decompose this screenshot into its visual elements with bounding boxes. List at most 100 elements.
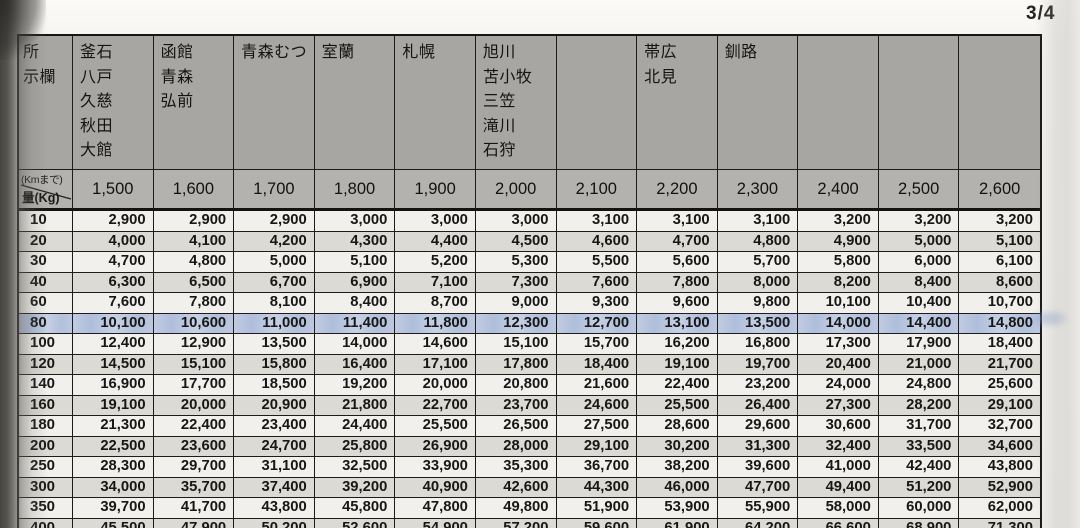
distance-header-cell: 1,800 (314, 170, 396, 211)
fare-cell: 41,000 (798, 457, 879, 478)
fare-cell: 21,300 (73, 416, 154, 437)
fare-cell: 8,200 (798, 272, 879, 293)
fare-cell: 5,500 (556, 252, 638, 273)
fare-cell: 25,600 (959, 375, 1040, 396)
fare-cell: 34,000 (73, 477, 154, 498)
fare-cell: 10,700 (959, 293, 1040, 314)
fare-cell: 32,500 (314, 457, 396, 478)
city-header-cell: 室蘭 (314, 36, 396, 170)
fare-cell: 8,400 (314, 293, 396, 314)
fare-cell: 29,100 (959, 395, 1040, 416)
fare-cell: 22,400 (153, 416, 235, 437)
fare-cell: 9,300 (556, 293, 638, 314)
fare-cell: 26,400 (717, 395, 799, 416)
distance-header-cell: 2,400 (798, 170, 879, 211)
fare-cell: 4,300 (314, 231, 396, 252)
distance-header-cell: 2,500 (878, 170, 960, 211)
fare-cell: 25,500 (395, 416, 476, 437)
fare-cell: 39,200 (314, 477, 396, 498)
fare-cell: 21,600 (556, 375, 638, 396)
fare-cell: 41,700 (153, 498, 235, 519)
fare-cell: 4,800 (153, 252, 235, 273)
page-number: 3/4 (1026, 3, 1056, 24)
fare-cell: 35,300 (475, 457, 557, 478)
weight-cell: 300 (19, 477, 73, 498)
weight-cell: 180 (19, 416, 73, 437)
distance-header-cell: 2,000 (475, 170, 557, 211)
fare-cell: 22,400 (637, 375, 718, 396)
distance-header-cell: 1,600 (153, 170, 235, 211)
fare-cell: 45,500 (73, 518, 154, 528)
fare-cell: 25,800 (314, 436, 396, 457)
fare-cell: 5,800 (798, 252, 879, 273)
city-header-cell: 釧路 (717, 36, 799, 170)
fare-cell: 5,100 (959, 231, 1040, 252)
fare-cell: 12,400 (73, 334, 154, 355)
fare-cell: 23,200 (717, 375, 799, 396)
distance-header-cell: 1,900 (395, 170, 476, 211)
fare-cell: 46,000 (637, 477, 718, 498)
fare-cell: 24,800 (878, 375, 960, 396)
fare-cell: 14,400 (878, 313, 960, 334)
fare-cell: 71,300 (959, 518, 1040, 528)
fare-cell: 31,300 (717, 436, 799, 457)
fare-cell: 29,600 (717, 416, 799, 437)
fare-cell: 60,000 (878, 498, 960, 519)
weight-cell: 100 (19, 334, 73, 355)
fare-cell: 39,700 (73, 498, 154, 519)
fare-cell: 3,100 (556, 211, 638, 232)
city-header-cell (959, 36, 1040, 170)
weight-cell: 350 (19, 498, 73, 519)
fare-cell: 23,600 (153, 436, 235, 457)
fare-cell: 24,000 (798, 375, 879, 396)
fare-cell: 13,500 (717, 313, 799, 334)
distance-header-cell: 2,100 (556, 170, 638, 211)
fare-cell: 3,000 (395, 211, 476, 232)
fare-cell: 54,900 (395, 518, 476, 528)
fare-cell: 16,900 (73, 375, 154, 396)
fare-cell: 45,800 (314, 498, 396, 519)
station-indicator-header: 所 示欄 (19, 36, 73, 170)
fare-cell: 9,600 (637, 293, 718, 314)
fare-cell: 4,800 (717, 231, 799, 252)
fare-cell: 21,000 (878, 354, 960, 375)
fare-cell: 8,400 (878, 272, 960, 293)
weight-cell: 20 (19, 231, 73, 252)
fare-cell: 58,000 (798, 498, 879, 519)
fare-cell: 14,800 (959, 313, 1040, 334)
fare-cell: 3,200 (878, 211, 960, 232)
fare-cell: 3,000 (475, 211, 557, 232)
fare-cell: 7,800 (153, 293, 235, 314)
fare-cell: 15,100 (153, 354, 235, 375)
fare-cell: 11,400 (314, 313, 396, 334)
fare-cell: 43,800 (959, 457, 1040, 478)
fare-cell: 8,700 (395, 293, 476, 314)
fare-cell: 11,000 (234, 313, 315, 334)
fare-cell: 2,900 (234, 211, 315, 232)
fare-cell: 14,000 (798, 313, 879, 334)
fare-cell: 43,800 (234, 498, 315, 519)
fare-cell: 6,300 (73, 272, 154, 293)
fare-cell: 52,600 (314, 518, 396, 528)
fare-cell: 24,700 (234, 436, 315, 457)
weight-cell: 40 (19, 272, 73, 293)
page-edge-shadow (1036, 0, 1080, 528)
fare-cell: 15,700 (556, 334, 638, 355)
distance-header-cell: 1,700 (234, 170, 315, 211)
fare-cell: 10,600 (153, 313, 235, 334)
fare-cell: 5,100 (314, 252, 396, 273)
fare-cell: 53,900 (637, 498, 718, 519)
fare-cell: 51,200 (878, 477, 960, 498)
fare-cell: 8,000 (717, 272, 799, 293)
fare-cell: 21,800 (314, 395, 396, 416)
fare-cell: 28,200 (878, 395, 960, 416)
fare-cell: 7,100 (395, 272, 476, 293)
fare-cell: 15,800 (234, 354, 315, 375)
fare-cell: 12,300 (475, 313, 557, 334)
fare-cell: 61,900 (637, 518, 718, 528)
fare-cell: 2,900 (73, 211, 154, 232)
fare-cell: 6,700 (234, 272, 315, 293)
fare-cell: 14,000 (314, 334, 396, 355)
fare-cell: 29,700 (153, 457, 235, 478)
fare-cell: 16,400 (314, 354, 396, 375)
